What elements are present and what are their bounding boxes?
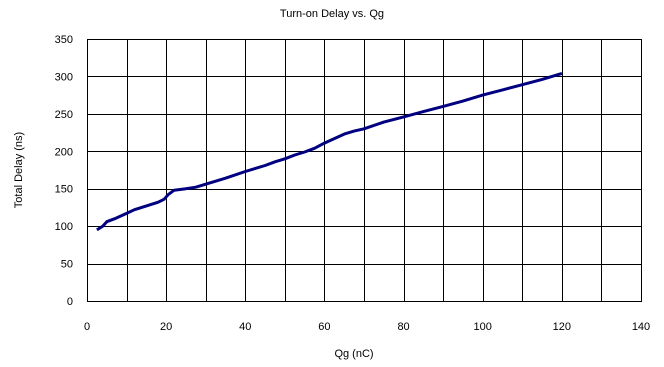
x-tick-label: 40	[239, 321, 251, 333]
y-tick-label: 300	[55, 71, 73, 83]
chart-title: Turn-on Delay vs. Qg	[280, 8, 384, 20]
plot-area: 0 20 40 60 80 100 120 140 0 50 100 150 200 250 300 350	[55, 34, 651, 333]
y-tick-label: 200	[55, 146, 73, 158]
x-tick-label: 120	[553, 321, 571, 333]
x-axis-label: Qg (nC)	[334, 348, 373, 360]
y-tick-label: 150	[55, 184, 73, 196]
x-tick-label: 0	[84, 321, 90, 333]
plot-frame	[87, 39, 642, 302]
y-tick-label: 100	[55, 221, 73, 233]
y-axis-label: Total Delay (ns)	[13, 132, 25, 208]
y-tick-label: 350	[55, 34, 73, 46]
x-tick-label: 100	[474, 321, 492, 333]
x-tick-label: 80	[397, 321, 409, 333]
x-tick-label: 20	[160, 321, 172, 333]
y-tick-label: 0	[67, 296, 73, 308]
y-tick-label: 250	[55, 109, 73, 121]
x-tick-label: 140	[632, 321, 650, 333]
series-line	[96, 71, 563, 232]
x-tick-label: 60	[318, 321, 330, 333]
y-tick-label: 50	[61, 259, 73, 271]
